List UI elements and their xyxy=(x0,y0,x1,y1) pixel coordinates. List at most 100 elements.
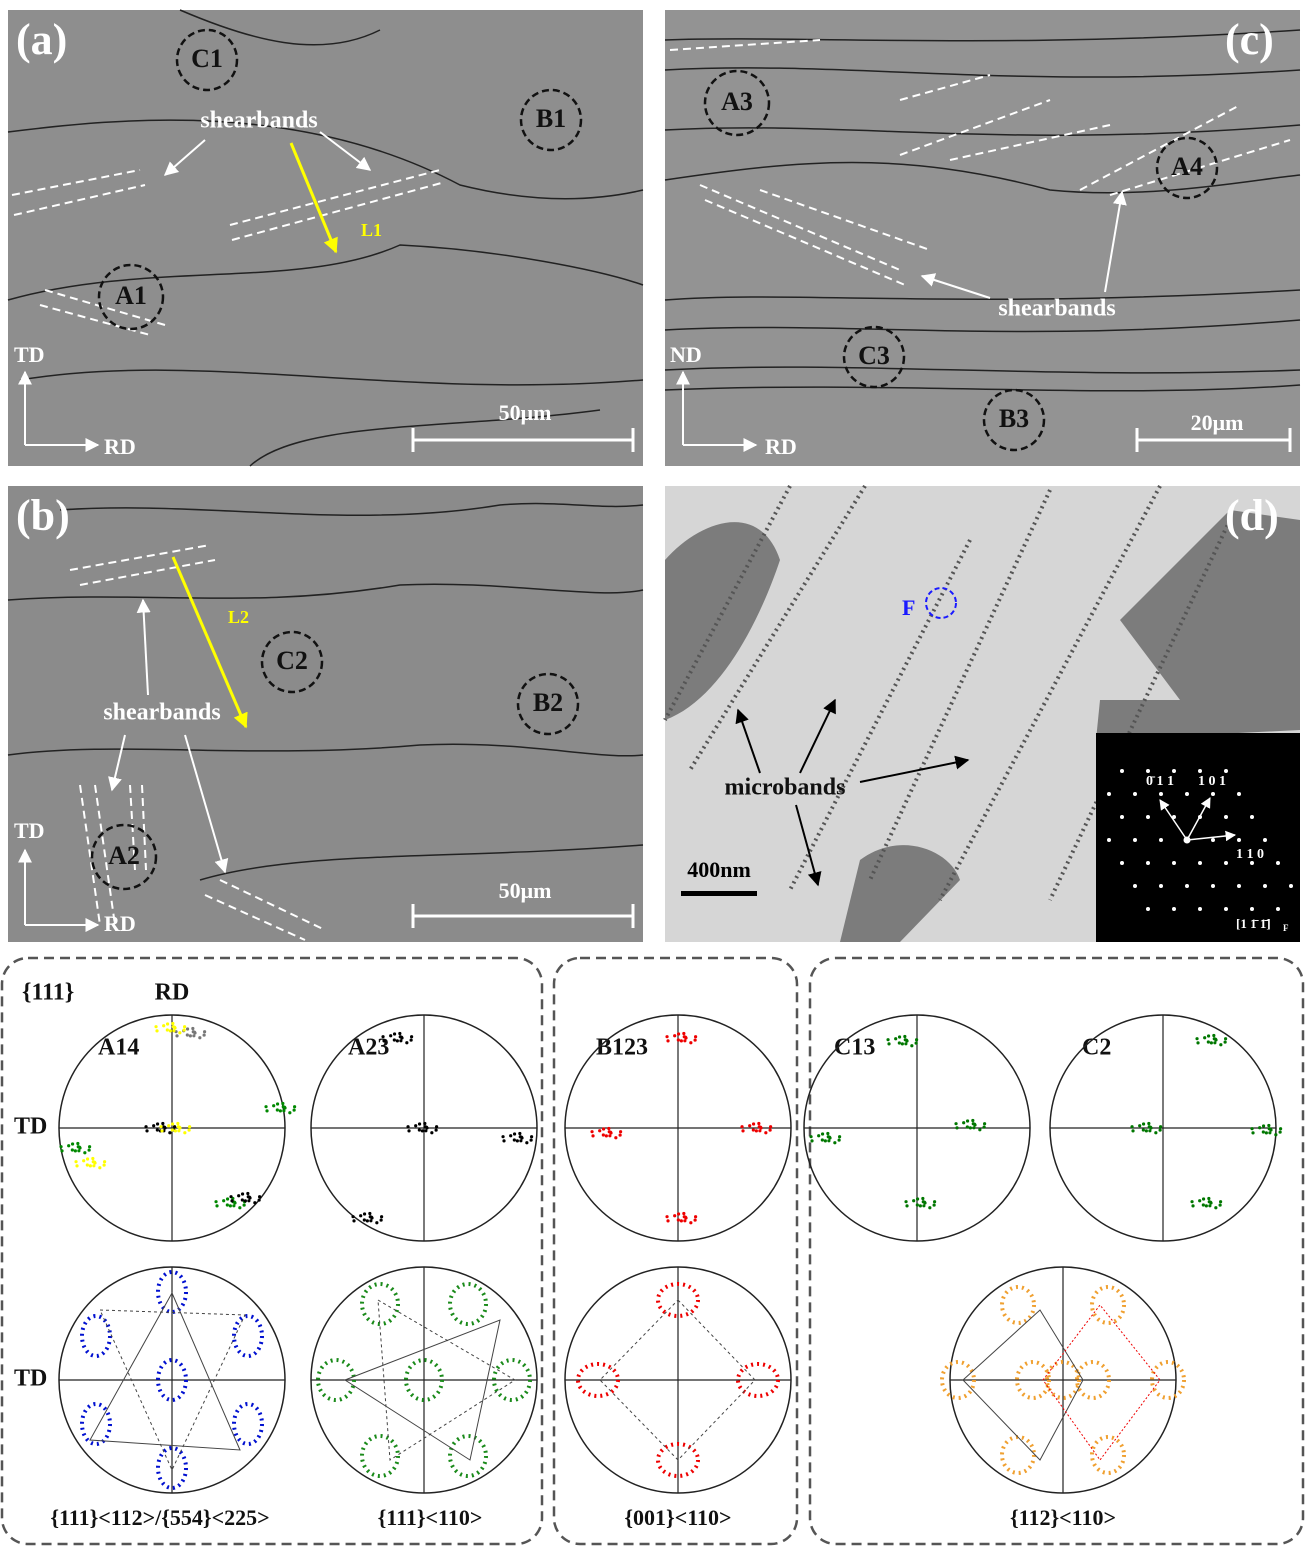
spot xyxy=(1146,769,1150,773)
pf-point xyxy=(232,1204,235,1207)
pf-point xyxy=(966,1125,969,1128)
spot xyxy=(1120,815,1124,819)
pf-point xyxy=(369,1219,372,1222)
spot xyxy=(1120,861,1124,865)
pf-point xyxy=(399,1035,402,1038)
spot xyxy=(1276,907,1280,911)
pf-point xyxy=(389,1034,392,1037)
pf-point xyxy=(838,1138,841,1141)
pf-point xyxy=(162,1024,165,1027)
region-label: A1 xyxy=(115,281,147,310)
annotation: shearbands xyxy=(998,296,1115,322)
axis-label: ND xyxy=(670,342,702,367)
pf-point xyxy=(229,1195,232,1198)
axis-label: TD xyxy=(14,1114,47,1140)
guide-line xyxy=(90,1293,240,1450)
pf-point xyxy=(363,1218,366,1221)
pf-point xyxy=(1210,1041,1213,1044)
pf-point xyxy=(1212,1034,1215,1037)
pf-point xyxy=(430,1131,433,1134)
pf-point xyxy=(1258,1126,1261,1129)
group-box xyxy=(2,958,542,1544)
pf-point xyxy=(176,1122,179,1125)
spot xyxy=(1263,838,1267,842)
pf-point xyxy=(513,1138,516,1141)
pf-label: B123 xyxy=(596,1035,648,1061)
spot xyxy=(1172,861,1176,865)
pf-point xyxy=(424,1125,427,1128)
spot xyxy=(1172,769,1176,773)
pf-point xyxy=(76,1142,79,1145)
guide-line xyxy=(345,1320,500,1460)
spot xyxy=(1211,792,1215,796)
pf-point xyxy=(824,1139,827,1142)
figure: (a) C1 B1 A1 shearbands L1 TD RD 50μm (b… xyxy=(0,0,1307,1548)
pf-point xyxy=(183,1028,186,1031)
pf-point xyxy=(1198,1199,1201,1202)
pf-point xyxy=(1203,1036,1206,1039)
spot xyxy=(1250,907,1254,911)
spot xyxy=(1224,907,1228,911)
pf-point xyxy=(382,1039,385,1042)
pf-point xyxy=(1207,1197,1210,1200)
spot xyxy=(1185,792,1189,796)
region-label: A2 xyxy=(108,841,140,870)
pf-point xyxy=(608,1130,611,1133)
pf-point xyxy=(169,1029,172,1032)
pf-point xyxy=(1208,1200,1211,1203)
pf-point xyxy=(159,1125,162,1128)
pf-point xyxy=(399,1039,402,1042)
pf-point xyxy=(954,1122,957,1125)
pf-point xyxy=(838,1135,841,1138)
pf-point xyxy=(243,1203,246,1206)
pf-point xyxy=(683,1215,686,1218)
pf-point xyxy=(368,1212,371,1215)
pf-point xyxy=(241,1198,244,1201)
ideal-orientation xyxy=(234,1316,262,1356)
pf-point xyxy=(740,1125,743,1128)
pf-point xyxy=(673,1034,676,1037)
axis-label: RD xyxy=(104,911,136,936)
texture-label: {111}<112>/{554}<225> xyxy=(50,1505,269,1530)
pf-point xyxy=(282,1109,285,1112)
pf-point xyxy=(928,1206,931,1209)
axis-label: TD xyxy=(14,818,45,843)
scale-bar-label: 20μm xyxy=(1191,410,1244,435)
spot xyxy=(1224,815,1228,819)
pf-point xyxy=(1214,1206,1217,1209)
axis-label: TD xyxy=(14,342,45,367)
pf-point xyxy=(247,1195,250,1198)
pf-point xyxy=(172,1029,175,1032)
pf-point xyxy=(244,1199,247,1202)
pf-point xyxy=(407,1129,410,1132)
axis-label: RD xyxy=(765,434,797,459)
pf-point xyxy=(293,1108,296,1111)
region-label: B1 xyxy=(536,104,566,133)
pf-point xyxy=(962,1121,965,1124)
spot xyxy=(1211,838,1215,842)
spot-label: 0̄ 1 1 xyxy=(1146,774,1174,789)
spot xyxy=(1237,884,1241,888)
pf-point xyxy=(1219,1203,1222,1206)
pf-point xyxy=(694,1218,697,1221)
pf-point xyxy=(366,1219,369,1222)
pf-point xyxy=(154,1025,157,1028)
pf-point xyxy=(59,1145,62,1148)
pf-point xyxy=(904,1200,907,1203)
pf-point xyxy=(525,1141,528,1144)
pf-point xyxy=(88,1148,91,1151)
pf-point xyxy=(898,1041,901,1044)
pf-point xyxy=(614,1136,617,1139)
pf-point xyxy=(264,1105,267,1108)
pf-point xyxy=(241,1192,244,1195)
ideal-orientation xyxy=(1092,1287,1124,1323)
pf-point xyxy=(83,1151,86,1154)
zone-axis: [1 1̄ 1̄] xyxy=(1236,916,1271,931)
pf-point xyxy=(683,1039,686,1042)
annotation: shearbands xyxy=(200,108,317,134)
pf-point xyxy=(91,1157,94,1160)
pf-point xyxy=(247,1199,250,1202)
region-label: C2 xyxy=(276,646,308,675)
pf-point xyxy=(598,1129,601,1132)
pf-point xyxy=(1262,1124,1265,1127)
